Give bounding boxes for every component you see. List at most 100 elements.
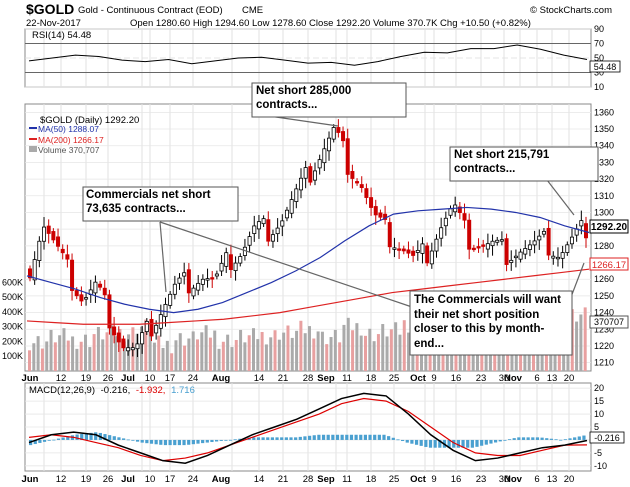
volume-tick-label: 600K [2, 277, 23, 287]
candle-body [275, 227, 280, 235]
volume-bar [204, 325, 208, 371]
candle-body [411, 250, 416, 256]
price-tick-label: 1220 [594, 341, 614, 351]
candle-body [182, 272, 187, 277]
price-tick-label: 1240 [594, 308, 614, 318]
candle-body [513, 255, 518, 259]
volume-bar [286, 325, 290, 371]
volume-bar [355, 323, 359, 371]
candle-body [158, 314, 163, 329]
candle-body [205, 278, 210, 281]
price-tick-label: 1230 [594, 324, 614, 334]
x-tick-label: 17 [165, 474, 176, 485]
candle-body [443, 217, 448, 227]
candle-body [261, 218, 266, 225]
x-tick-label: 30 [499, 373, 510, 384]
macd-line [28, 392, 588, 465]
volume-bar [32, 343, 36, 371]
x-tick-label: 9 [431, 373, 436, 384]
volume-bar [376, 334, 380, 371]
x-tick-label: 18 [366, 474, 377, 485]
volume-bar [273, 330, 277, 371]
macd-hist-bar [373, 434, 377, 440]
candle-body [518, 251, 523, 260]
candle-body [98, 283, 103, 288]
volume-bar [243, 342, 247, 371]
callout-net-short-285-text: Net short 285,000 contracts... [256, 85, 352, 111]
macd-hist-bar [414, 439, 419, 445]
candle-body [579, 220, 584, 227]
price-legend-title: $GOLD (Daily) 1292.20 [40, 115, 139, 126]
macd-hist-bar [42, 439, 47, 442]
volume-bar [118, 329, 122, 371]
volume-tick-label: 300K [2, 322, 23, 332]
macd-hist-bar [159, 439, 163, 445]
volume-bar [316, 331, 320, 371]
candle-body [387, 222, 392, 248]
candle-body [481, 244, 486, 247]
volume-bar [101, 339, 105, 371]
candle-body [56, 236, 61, 247]
price-legend: $GOLD (Daily) 1292.20 MA(50) 1288.07 MA(… [29, 115, 139, 155]
candle-body [378, 212, 383, 218]
volume-bar [28, 350, 31, 371]
exchange-label: CME [242, 5, 263, 16]
macd-hist-bar [187, 439, 191, 445]
candle-body [546, 227, 551, 256]
macd-value-tag-text: -0.216 [594, 433, 620, 443]
candle-body [341, 131, 346, 142]
svg-text:MACD(12,26,9) -0.216,: MACD(12,26,9) -0.216, -1.932, 1.716 [29, 385, 195, 396]
macd-hist-bar [228, 439, 233, 441]
candle-body [313, 170, 318, 181]
candle-body [448, 208, 453, 216]
macd-hist-bar [33, 439, 37, 445]
macd-hist-bar [521, 437, 526, 440]
macd-hist-bar [498, 439, 502, 442]
candle-body [252, 225, 257, 234]
moving-averages [26, 206, 590, 325]
symbol-name: Gold - Continuous Contract (EOD) [78, 5, 223, 16]
macd-hist-bar [438, 439, 442, 448]
candle-body [420, 243, 425, 254]
macd-hist-bar [298, 436, 302, 440]
macd-hist-bar [331, 434, 335, 440]
volume-bar [381, 324, 385, 371]
macd-hist-bar [577, 436, 581, 440]
x-tick-label: 14 [254, 373, 265, 384]
candle-body [457, 206, 462, 213]
callout-month-end: The Commercials will want their net shor… [409, 290, 573, 356]
price-value-tag-text: 1292.20 [591, 222, 628, 233]
volume-bar [295, 330, 299, 371]
volume-bar [282, 332, 286, 371]
volume-bar [333, 329, 337, 371]
candle-body [336, 127, 341, 133]
macd-hist-bar [289, 437, 293, 440]
x-tick-label: 16 [451, 373, 462, 384]
x-tick-label: 6 [534, 474, 539, 485]
macd-hist-bar [554, 439, 558, 441]
macd-hist-bar [526, 437, 530, 440]
x-tick-label: Nov [504, 373, 523, 384]
volume-bar [200, 332, 204, 371]
x-tick-label: 24 [188, 373, 199, 384]
macd-hist-bar [280, 437, 284, 440]
candle-body [135, 343, 140, 350]
price-tick-label: 1210 [594, 358, 614, 368]
candle-body [406, 249, 411, 254]
price-tick-label: 1350 [594, 124, 614, 134]
candle-body [298, 177, 303, 191]
candle-body [154, 324, 159, 334]
macd-hist-bar [489, 439, 493, 444]
volume-bar [71, 336, 75, 371]
macd-hist-bar [340, 434, 344, 440]
volume-bar [152, 342, 156, 371]
rsi-series [28, 44, 588, 66]
macd-value-tag: -0.216 [589, 431, 625, 444]
rsi-tick-label: 70 [594, 39, 604, 49]
macd-legend: MACD(12,26,9) -0.216, -1.932, 1.716 [29, 385, 195, 396]
price-tick-label: 1250 [594, 291, 614, 301]
volume-bar [109, 325, 113, 371]
macd-hist-bar [103, 434, 107, 440]
volume-bar [389, 329, 393, 371]
